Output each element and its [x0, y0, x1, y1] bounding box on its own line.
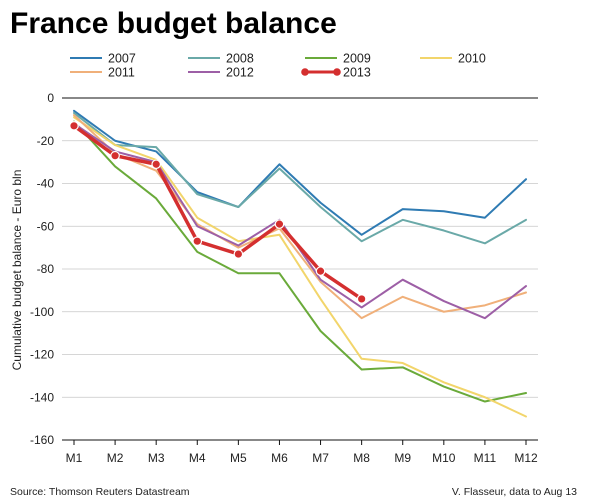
point-2013-M8 — [356, 294, 367, 304]
x-tick-label: M6 — [271, 451, 288, 465]
x-tick-label: M11 — [474, 451, 497, 465]
y-tick-label: -160 — [30, 433, 54, 447]
x-tick-label: M4 — [189, 451, 206, 465]
y-tick-label: -140 — [30, 390, 54, 404]
legend-label: 2008 — [226, 52, 254, 66]
point-2013-M6 — [274, 219, 285, 229]
y-tick-label: -20 — [37, 134, 55, 148]
point-2013-M7 — [315, 266, 326, 276]
y-tick-label: -120 — [30, 348, 54, 362]
y-tick-label: -80 — [37, 262, 55, 276]
legend-label: 2007 — [108, 52, 136, 66]
x-tick-label: M10 — [432, 451, 456, 465]
x-tick-label: M12 — [514, 451, 538, 465]
legend-label: 2010 — [458, 52, 486, 66]
legend-label: 2011 — [108, 66, 135, 80]
x-tick-label: M8 — [353, 451, 370, 465]
legend-item-2010: 2010 — [420, 52, 486, 66]
x-axis: M1 M2 M3 M4 M5 M6 M7 M8 M9 M10 M11 M12 — [62, 439, 538, 465]
x-tick-label: M9 — [394, 451, 411, 465]
legend-label: 2009 — [343, 52, 371, 66]
legend-item-2007: 2007 — [70, 52, 136, 66]
x-tick-label: M7 — [312, 451, 329, 465]
series-line-2009 — [73, 120, 527, 403]
legend: 2007 2008 2009 2010 2011 2012 2013 — [70, 52, 486, 80]
point-2013-M1 — [69, 120, 79, 131]
grid — [62, 97, 538, 441]
series-line-2008 — [73, 111, 527, 245]
source-note: Source: Thomson Reuters Datastream — [10, 486, 190, 498]
x-tick-label: M5 — [230, 451, 247, 465]
legend-label: 2013 — [343, 66, 371, 80]
series-line-2007 — [73, 109, 527, 236]
legend-label: 2012 — [226, 66, 254, 80]
legend-item-2011: 2011 — [70, 66, 135, 80]
series-line-2012 — [73, 122, 527, 320]
credit-note: V. Flasseur, data to Aug 13 — [452, 486, 577, 498]
x-tick-label: M1 — [66, 451, 83, 465]
y-tick-label: -100 — [30, 305, 54, 319]
legend-marker — [301, 68, 309, 76]
series-line-2011 — [73, 114, 527, 320]
x-tick-label: M2 — [107, 451, 124, 465]
series-line-2010 — [73, 116, 527, 418]
legend-marker — [333, 68, 341, 76]
point-2013-M2 — [110, 150, 120, 161]
x-tick-label: M3 — [148, 451, 165, 465]
point-2013-M3 — [151, 159, 161, 170]
legend-item-2012: 2012 — [188, 66, 254, 80]
point-2013-M4 — [192, 236, 203, 247]
y-axis-label: Cumulative budget balance - Euro bln — [10, 170, 24, 371]
series-lines — [69, 109, 527, 418]
y-tick-label: 0 — [47, 91, 54, 105]
y-tick-label: -60 — [37, 219, 55, 233]
y-axis-ticks: 0 -20 -40 -60 -80 -100 -120 -140 -160 — [30, 91, 54, 447]
legend-item-2009: 2009 — [305, 52, 371, 66]
chart-title: France budget balance — [10, 7, 337, 40]
series-line-2013 — [72, 124, 364, 301]
legend-item-2013: 2013 — [301, 66, 371, 80]
point-2013-M5 — [233, 249, 244, 259]
legend-item-2008: 2008 — [188, 52, 254, 66]
y-tick-label: -40 — [37, 177, 55, 191]
